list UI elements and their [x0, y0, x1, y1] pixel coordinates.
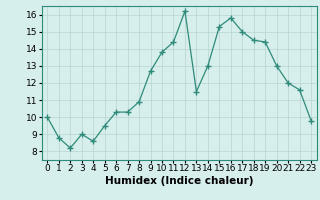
X-axis label: Humidex (Indice chaleur): Humidex (Indice chaleur): [105, 176, 253, 186]
